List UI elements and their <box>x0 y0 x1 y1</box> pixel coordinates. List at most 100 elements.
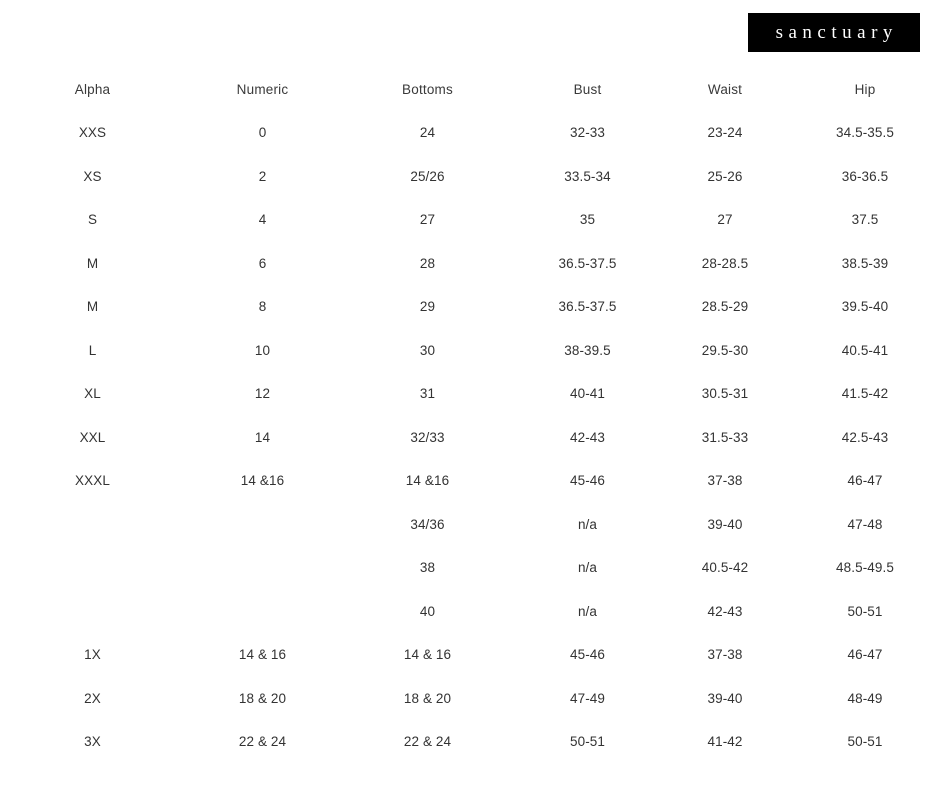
cell-numeric <box>185 590 340 634</box>
table-row: XS 2 25/26 33.5-34 25-26 36-36.5 <box>0 155 940 199</box>
cell-alpha: 2X <box>84 690 101 706</box>
cell-bottoms: 25/26 <box>410 168 445 184</box>
cell-hip: 38.5-39 <box>841 255 889 271</box>
table-row: XXXL 14 &16 14 &16 45-46 37-38 46-47 <box>0 460 940 504</box>
cell-alpha: 3X <box>84 734 101 750</box>
cell-bust: 32-33 <box>569 125 606 141</box>
cell-waist: 37-38 <box>707 647 743 663</box>
cell-bust: 40-41 <box>569 386 606 402</box>
size-chart-container: Alpha Numeric Bottoms Bust Waist Hip XXS… <box>0 68 940 764</box>
cell-bottoms: 34/36 <box>410 516 445 532</box>
table-row: 3X 22 & 24 22 & 24 50-51 41-42 50-51 <box>0 721 940 765</box>
cell-alpha: XXXL <box>75 473 110 489</box>
cell-numeric <box>185 503 340 547</box>
cell-hip: 50-51 <box>847 603 883 619</box>
cell-bottoms: 32/33 <box>410 429 445 445</box>
cell-alpha: XL <box>84 386 101 402</box>
cell-numeric: 14 <box>254 429 271 445</box>
cell-alpha: M <box>86 299 99 315</box>
cell-hip: 48.5-49.5 <box>836 560 894 576</box>
cell-bottoms: 14 &16 <box>405 473 450 489</box>
cell-bust: 45-46 <box>569 647 606 663</box>
cell-hip: 41.5-42 <box>841 386 889 402</box>
cell-hip: 36-36.5 <box>841 168 889 184</box>
cell-waist: 31.5-33 <box>701 429 749 445</box>
cell-waist: 30.5-31 <box>701 386 749 402</box>
table-row: XL 12 31 40-41 30.5-31 41.5-42 <box>0 373 940 417</box>
table-row: M 6 28 36.5-37.5 28-28.5 38.5-39 <box>0 242 940 286</box>
table-row: M 8 29 36.5-37.5 28.5-29 39.5-40 <box>0 286 940 330</box>
cell-alpha: 1X <box>84 647 101 663</box>
cell-numeric: 14 &16 <box>240 473 285 489</box>
cell-bottoms: 29 <box>419 299 436 315</box>
cell-numeric: 8 <box>258 299 267 315</box>
cell-hip: 46-47 <box>847 647 883 663</box>
table-row: 1X 14 & 16 14 & 16 45-46 37-38 46-47 <box>0 634 940 678</box>
cell-bust: 42-43 <box>569 429 606 445</box>
table-body: XXS 0 24 32-33 23-24 34.5-35.5 XS 2 25/26 33.5-34… <box>0 112 940 765</box>
cell-bust: 45-46 <box>569 473 606 489</box>
cell-hip: 50-51 <box>847 734 883 750</box>
cell-bottoms: 28 <box>419 255 436 271</box>
cell-bottoms: 22 & 24 <box>403 734 452 750</box>
table-header: Alpha Numeric Bottoms Bust Waist Hip <box>0 68 940 112</box>
cell-numeric: 2 <box>258 168 267 184</box>
cell-bottoms: 14 & 16 <box>403 647 452 663</box>
cell-numeric: 10 <box>254 342 271 358</box>
cell-alpha: S <box>87 212 98 228</box>
cell-waist: 23-24 <box>707 125 743 141</box>
cell-alpha <box>0 547 185 591</box>
column-header-bust: Bust <box>573 81 602 97</box>
column-header-waist: Waist <box>707 81 743 97</box>
table-row: XXL 14 32/33 42-43 31.5-33 42.5-43 <box>0 416 940 460</box>
cell-waist: 29.5-30 <box>701 342 749 358</box>
cell-hip: 34.5-35.5 <box>836 125 894 141</box>
cell-numeric: 12 <box>254 386 271 402</box>
cell-bust: n/a <box>577 560 598 576</box>
table-row: 34/36 n/a 39-40 47-48 <box>0 503 940 547</box>
cell-bottoms: 31 <box>419 386 436 402</box>
table-row: 2X 18 & 20 18 & 20 47-49 39-40 48-49 <box>0 677 940 721</box>
cell-hip: 42.5-43 <box>841 429 889 445</box>
cell-waist: 41-42 <box>707 734 743 750</box>
cell-bottoms: 24 <box>419 125 436 141</box>
cell-bottoms: 18 & 20 <box>403 690 452 706</box>
cell-bottoms: 38 <box>419 560 436 576</box>
cell-bust: 33.5-34 <box>564 168 611 184</box>
cell-waist: 25-26 <box>707 168 743 184</box>
cell-waist: 27 <box>717 212 733 228</box>
cell-bust: 47-49 <box>569 690 606 706</box>
column-header-alpha: Alpha <box>74 81 111 97</box>
cell-waist: 37-38 <box>707 473 743 489</box>
size-chart-table: Alpha Numeric Bottoms Bust Waist Hip XXS… <box>0 68 940 764</box>
table-row: 40 n/a 42-43 50-51 <box>0 590 940 634</box>
table-header-row: Alpha Numeric Bottoms Bust Waist Hip <box>0 68 940 112</box>
cell-hip: 40.5-41 <box>841 342 889 358</box>
cell-bust: 36.5-37.5 <box>558 299 617 315</box>
cell-hip: 39.5-40 <box>841 299 889 315</box>
cell-numeric: 0 <box>258 125 267 141</box>
cell-bust: 36.5-37.5 <box>558 255 617 271</box>
cell-numeric: 4 <box>258 212 267 228</box>
cell-alpha <box>0 590 185 634</box>
cell-bust: 50-51 <box>569 734 606 750</box>
cell-numeric: 22 & 24 <box>238 734 287 750</box>
column-header-hip: Hip <box>854 81 876 97</box>
cell-numeric: 18 & 20 <box>238 690 287 706</box>
cell-numeric: 6 <box>258 255 267 271</box>
cell-alpha: M <box>86 255 99 271</box>
cell-bust: 38-39.5 <box>564 342 611 358</box>
column-header-bottoms: Bottoms <box>402 81 453 97</box>
cell-waist: 39-40 <box>707 516 743 532</box>
table-row: L 10 30 38-39.5 29.5-30 40.5-41 <box>0 329 940 373</box>
cell-waist: 28.5-29 <box>701 299 749 315</box>
cell-bottoms: 30 <box>419 342 436 358</box>
cell-bottoms: 27 <box>419 212 436 228</box>
column-header-numeric: Numeric <box>236 81 289 97</box>
cell-bust: 35 <box>579 212 596 228</box>
table-row: XXS 0 24 32-33 23-24 34.5-35.5 <box>0 112 940 156</box>
cell-waist: 28-28.5 <box>701 255 749 271</box>
cell-alpha <box>0 503 185 547</box>
brand-logo: sanctuary <box>748 13 920 52</box>
cell-bottoms: 40 <box>419 603 436 619</box>
